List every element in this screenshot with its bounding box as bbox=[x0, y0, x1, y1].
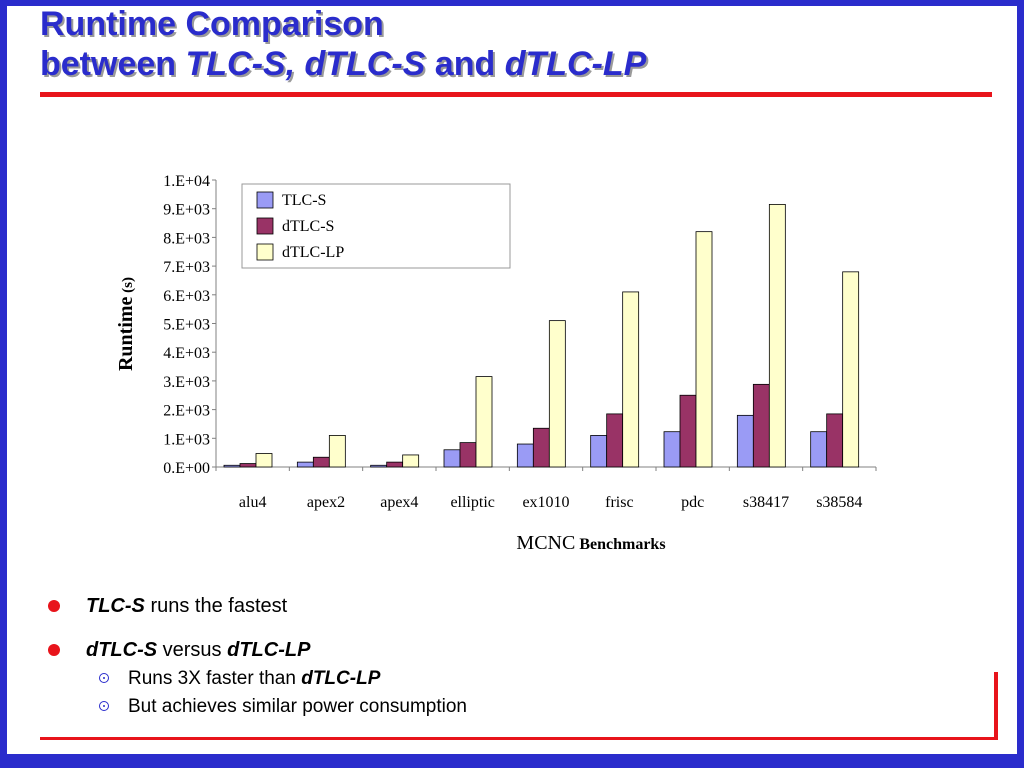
y-tick-label: 1.E+03 bbox=[163, 431, 210, 448]
legend-label: dTLC-S bbox=[282, 218, 334, 235]
title-underline bbox=[40, 92, 992, 97]
x-tick-label: pdc bbox=[681, 494, 704, 511]
bullet-item-versus: dTLC-S versus dTLC-LP bbox=[46, 638, 467, 662]
bullet-list: TLC-S runs the fastest dTLC-S versus dTL… bbox=[46, 594, 467, 740]
chart-legend-box bbox=[241, 183, 511, 269]
bar-dtlc-lp-pdc bbox=[695, 231, 713, 468]
bullet-emphasis: dTLC-LP bbox=[227, 639, 311, 661]
y-tick-label: 9.E+03 bbox=[163, 202, 210, 219]
x-tick-label: s38417 bbox=[743, 494, 789, 511]
bar-dtlc-s-ex1010 bbox=[532, 427, 550, 468]
bar-dtlc-lp-elliptic bbox=[475, 376, 493, 468]
runtime-bar-chart: 0.E+00 1.E+03 2.E+03 3.E+03 4.E+03 5.E+03 6.E+… bbox=[115, 173, 877, 554]
sub-bullet-emphasis: dTLC-LP bbox=[301, 668, 381, 689]
bullet-emphasis: TLC-S bbox=[86, 595, 145, 617]
bar-tlc-s-apex4 bbox=[370, 464, 388, 468]
left-frame-bar bbox=[0, 0, 7, 768]
bottom-frame-bar bbox=[0, 754, 1024, 768]
y-axis-label-main: Runtime bbox=[115, 296, 137, 371]
bullet-text: versus bbox=[157, 639, 228, 661]
bar-tlc-s-s38417 bbox=[736, 414, 754, 468]
bullet-emphasis: dTLC-S bbox=[86, 639, 158, 661]
title-line-1: Runtime Comparison bbox=[40, 5, 384, 43]
y-tick-label: 8.E+03 bbox=[163, 230, 210, 247]
title-line-2: between TLC-S, dTLC-S and dTLC-LP bbox=[40, 44, 646, 84]
bar-dtlc-lp-ex1010 bbox=[548, 320, 566, 468]
bullet-dot-icon bbox=[48, 600, 60, 612]
corner-accent-horizontal bbox=[40, 737, 998, 740]
bar-tlc-s-apex2 bbox=[296, 461, 314, 468]
bar-dtlc-lp-alu4 bbox=[255, 453, 273, 468]
legend-label: dTLC-LP bbox=[282, 244, 344, 261]
sub-bullet-item-faster: Runs 3X faster than dTLC-LP bbox=[46, 666, 467, 692]
bar-dtlc-s-alu4 bbox=[239, 463, 257, 468]
x-tick-label: apex2 bbox=[307, 494, 345, 511]
bar-dtlc-s-apex2 bbox=[312, 456, 330, 468]
sub-bullet-circle-icon bbox=[99, 701, 109, 711]
legend-label: TLC-S bbox=[282, 192, 326, 209]
bullet-dot-icon bbox=[48, 644, 60, 656]
bar-dtlc-s-apex4 bbox=[386, 461, 404, 468]
bar-dtlc-lp-apex4 bbox=[402, 454, 420, 468]
sub-bullet-text: Runs 3X faster than bbox=[128, 668, 302, 689]
x-axis-label-unit: Benchmarks bbox=[575, 536, 665, 553]
bar-dtlc-lp-s38584 bbox=[842, 271, 860, 468]
x-tick-label: apex4 bbox=[380, 494, 418, 511]
bar-dtlc-lp-apex2 bbox=[328, 435, 346, 468]
bar-dtlc-s-s38584 bbox=[826, 413, 844, 468]
bar-dtlc-s-s38417 bbox=[752, 383, 770, 468]
x-tick-label: ex1010 bbox=[522, 494, 569, 511]
y-tick-label: 7.E+03 bbox=[163, 259, 210, 276]
x-tick-label: frisc bbox=[605, 494, 633, 511]
x-axis-label: MCNC Benchmarks bbox=[516, 532, 665, 554]
sub-bullet-circle-icon bbox=[99, 673, 109, 683]
bar-dtlc-lp-s38417 bbox=[768, 203, 786, 468]
bar-tlc-s-elliptic bbox=[443, 449, 461, 468]
title-method-tlc-s: TLC-S, bbox=[185, 45, 296, 83]
title-between: between bbox=[40, 45, 186, 83]
top-frame-bar bbox=[0, 0, 1024, 6]
y-tick-label: 3.E+03 bbox=[163, 374, 210, 391]
y-tick-label: 0.E+00 bbox=[163, 460, 210, 477]
bar-dtlc-lp-frisc bbox=[622, 291, 640, 468]
y-axis-label-unit: (s) bbox=[120, 277, 136, 297]
y-tick-label: 4.E+03 bbox=[163, 345, 210, 362]
corner-accent-vertical bbox=[994, 672, 998, 740]
x-tick-label: alu4 bbox=[239, 494, 267, 511]
bar-tlc-s-s38584 bbox=[810, 431, 828, 468]
bar-tlc-s-pdc bbox=[663, 431, 681, 468]
sub-bullet-item-power: But achieves similar power consumption bbox=[46, 694, 467, 720]
bullet-text: runs the fastest bbox=[144, 595, 288, 617]
legend-swatch bbox=[256, 243, 274, 261]
x-axis-label-main: MCNC bbox=[516, 532, 575, 554]
slide-title: Runtime Comparison between TLC-S, dTLC-S… bbox=[40, 4, 646, 84]
y-tick-label: 5.E+03 bbox=[163, 317, 210, 334]
legend-swatch bbox=[256, 217, 274, 235]
bar-tlc-s-ex1010 bbox=[516, 443, 534, 468]
y-axis-label: Runtime (s) bbox=[115, 277, 137, 371]
title-method-dtlc-lp: dTLC-LP bbox=[504, 45, 647, 83]
bar-tlc-s-alu4 bbox=[223, 464, 241, 468]
sub-bullet-text: But achieves similar power consumption bbox=[128, 696, 467, 717]
y-tick-label: 2.E+03 bbox=[163, 403, 210, 420]
bar-dtlc-s-pdc bbox=[679, 394, 697, 468]
bullet-item-tlc-s: TLC-S runs the fastest bbox=[46, 594, 467, 618]
title-and: and bbox=[425, 45, 505, 83]
legend-swatch bbox=[256, 191, 274, 209]
x-tick-label: elliptic bbox=[450, 494, 494, 511]
y-tick-label: 6.E+03 bbox=[163, 288, 210, 305]
y-tick-label: 1.E+04 bbox=[163, 173, 210, 190]
title-method-dtlc-s: dTLC-S bbox=[304, 45, 426, 83]
right-frame-bar bbox=[1017, 0, 1024, 768]
bar-tlc-s-frisc bbox=[590, 435, 608, 468]
bar-dtlc-s-frisc bbox=[606, 413, 624, 468]
bar-dtlc-s-elliptic bbox=[459, 442, 477, 468]
x-tick-label: s38584 bbox=[816, 494, 862, 511]
